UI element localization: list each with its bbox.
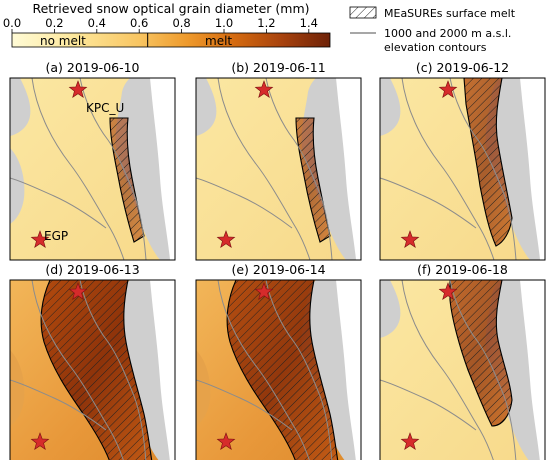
- panel-map: [380, 78, 545, 260]
- ocean: [520, 78, 545, 260]
- station-label: EGP: [44, 229, 68, 243]
- colorbar-tick-label: 0.2: [45, 16, 63, 30]
- panel-title: (b) 2019-06-11: [231, 60, 325, 75]
- map-panel: (a) 2019-06-10 KPC_U EGP: [9, 60, 176, 261]
- panel-frame: [379, 279, 546, 460]
- elevation-contour: [79, 280, 147, 460]
- panel-frame: [9, 279, 176, 460]
- measures-melt-area: [109, 117, 145, 243]
- colorbar-tick-label: 0.4: [88, 16, 106, 30]
- elevation-contour: [10, 177, 107, 229]
- ocean: [336, 78, 361, 260]
- legend-contour-label-line2: elevation contours: [384, 41, 487, 54]
- elevation-contour: [217, 280, 310, 460]
- panel-title: (d) 2019-06-13: [45, 262, 139, 277]
- map-panel: (f) 2019-06-18: [379, 262, 546, 460]
- panel-map: [196, 78, 361, 260]
- elevation-contour: [217, 78, 311, 260]
- colorbar-tick-label: 0.6: [130, 16, 148, 30]
- station-star-north: [254, 282, 274, 300]
- measures-melt-area: [449, 280, 513, 427]
- elevation-contour: [265, 78, 333, 260]
- elevation-contour: [79, 78, 147, 260]
- elevation-contour: [10, 379, 107, 431]
- elevation-contour: [380, 379, 477, 431]
- panel-title: (e) 2019-06-14: [231, 262, 325, 277]
- panel-map: [10, 280, 175, 460]
- land-no-data: [380, 280, 401, 338]
- station-star-north: [254, 80, 274, 98]
- elevation-contour: [265, 280, 333, 460]
- west-region: [196, 350, 211, 426]
- ocean: [150, 280, 175, 460]
- legend: MEaSUREs surface melt 1000 and 2000 m a.…: [349, 6, 516, 54]
- ocean: [336, 280, 361, 460]
- west-region: [10, 148, 25, 224]
- elevation-contour: [401, 280, 494, 460]
- station-star-south: [400, 230, 420, 248]
- panel-title: (f) 2019-06-18: [417, 262, 508, 277]
- station-star-south: [30, 432, 50, 450]
- elevation-contour: [31, 280, 124, 460]
- elevation-contour: [196, 177, 293, 229]
- map-panel: (c) 2019-06-12: [379, 60, 546, 261]
- station-star-south: [400, 432, 420, 450]
- station-label: KPC_U: [86, 101, 124, 115]
- panel-map: [10, 78, 175, 260]
- colorbar-tick-label: 0.8: [172, 16, 190, 30]
- elevation-contour: [449, 78, 517, 260]
- legend-contour-label-line1: 1000 and 2000 m a.s.l.: [384, 27, 511, 40]
- panel-title: (c) 2019-06-12: [416, 60, 509, 75]
- land-no-data: [196, 78, 217, 136]
- panel-frame: [195, 77, 362, 261]
- panel-map: [196, 280, 361, 460]
- map-panels: (a) 2019-06-10 KPC_U EGP (b) 2019-06-11 (c) …: [9, 60, 546, 460]
- measures-melt-area: [463, 78, 513, 247]
- colorbar-melt-label: melt: [205, 34, 232, 48]
- measures-melt-area: [295, 117, 331, 243]
- measures-melt-area: [226, 280, 339, 460]
- panel-frame: [379, 77, 546, 261]
- station-star-south: [216, 230, 236, 248]
- elevation-contour: [196, 379, 293, 431]
- measures-melt-area: [40, 280, 153, 460]
- colorbar-ticks: 0.0 0.2 0.4 0.6 0.8 1.0 1.2 1.4: [3, 16, 318, 33]
- ocean: [150, 78, 175, 260]
- panel-frame: [9, 77, 176, 261]
- west-region: [10, 350, 25, 426]
- elevation-contour: [401, 78, 495, 260]
- land-no-data: [380, 78, 401, 136]
- panel-map: [380, 280, 545, 460]
- colorbar-no-melt-label: no melt: [40, 34, 86, 48]
- station-star-north: [68, 80, 88, 98]
- panel-frame: [195, 279, 362, 460]
- map-panel: (d) 2019-06-13: [9, 262, 176, 460]
- map-panel: (b) 2019-06-11: [195, 60, 362, 261]
- station-star-south: [216, 432, 236, 450]
- station-star-north: [68, 282, 88, 300]
- ocean: [520, 280, 545, 460]
- colorbar-gradient: [11, 32, 331, 48]
- colorbar-tick-label: 1.0: [215, 16, 233, 30]
- legend-melt-swatch: [349, 6, 377, 19]
- colorbar-tick-label: 1.4: [300, 16, 318, 30]
- station-star-north: [438, 80, 458, 98]
- elevation-contour: [380, 177, 477, 229]
- land-no-data: [10, 78, 31, 136]
- elevation-contour: [31, 78, 125, 260]
- station-star-north: [438, 282, 458, 300]
- colorbar-tick-label: 0.0: [3, 16, 21, 30]
- colorbar-tick-label: 1.2: [257, 16, 275, 30]
- colorbar-title: Retrieved snow optical grain diameter (m…: [32, 1, 309, 16]
- map-panel: (e) 2019-06-14: [195, 262, 362, 460]
- legend-melt-label: MEaSUREs surface melt: [384, 7, 516, 20]
- panel-title: (a) 2019-06-10: [45, 60, 139, 75]
- colorbar: Retrieved snow optical grain diameter (m…: [3, 1, 331, 48]
- elevation-contour: [449, 280, 517, 460]
- station-star-south: [30, 230, 50, 248]
